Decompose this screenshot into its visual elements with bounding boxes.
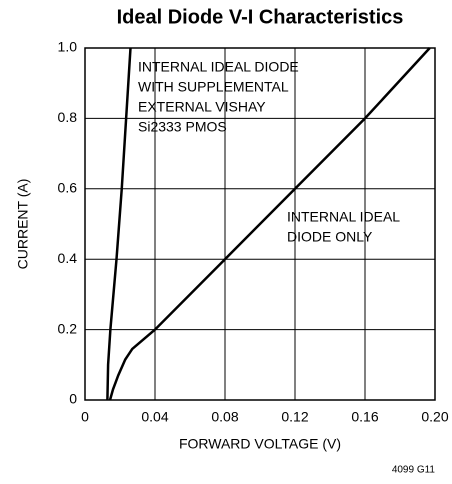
y-tick-label: 1.0 [58, 39, 78, 55]
x-axis-label: FORWARD VOLTAGE (V) [179, 436, 341, 452]
x-tick-label: 0 [81, 409, 89, 425]
annotation: Si2333 PMOS [138, 119, 227, 135]
data-line [106, 47, 132, 401]
y-tick-label: 0.8 [58, 109, 78, 125]
x-tick-label: 0.12 [281, 409, 308, 425]
x-tick-label: 0.16 [351, 409, 378, 425]
y-tick-label: 0.4 [58, 250, 78, 266]
annotation: INTERNAL IDEAL [287, 209, 400, 225]
x-tick-label: 0.20 [421, 409, 448, 425]
y-tick-label: 0.2 [58, 320, 78, 336]
chart-title: Ideal Diode V-I Characteristics [117, 6, 404, 28]
x-tick-label: 0.08 [211, 409, 238, 425]
footnote: 4099 G11 [392, 465, 436, 476]
plot-frame [84, 47, 436, 401]
annotation: WITH SUPPLEMENTAL [138, 79, 289, 95]
x-tick-label: 0.04 [141, 409, 168, 425]
y-axis-label: CURRENT (A) [15, 179, 31, 270]
y-tick-label: 0.6 [58, 180, 78, 196]
y-tick-label: 0 [69, 391, 77, 407]
annotation: DIODE ONLY [287, 229, 373, 245]
annotation: EXTERNAL VISHAY [138, 99, 266, 115]
data-line [108, 47, 431, 401]
annotation: INTERNAL IDEAL DIODE [138, 59, 299, 75]
